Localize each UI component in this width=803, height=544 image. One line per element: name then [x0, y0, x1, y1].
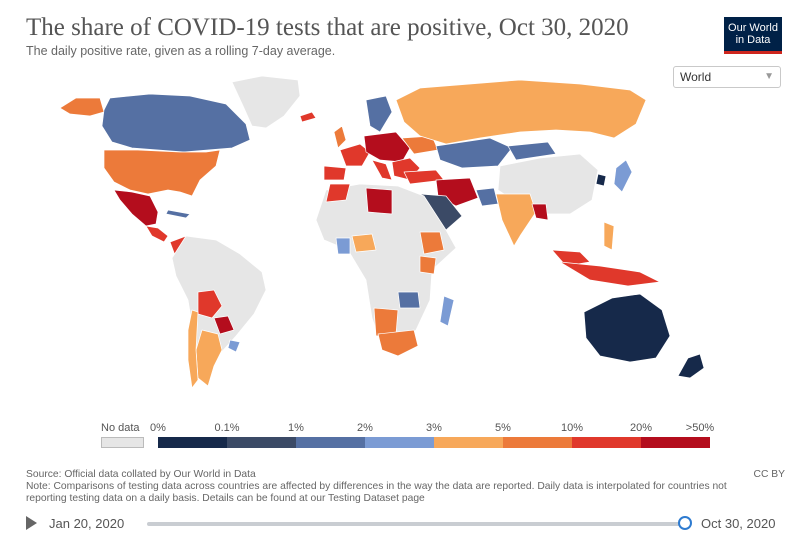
country-cuba[interactable]	[165, 209, 191, 219]
country-angola[interactable]	[373, 307, 399, 337]
country-chile[interactable]	[187, 309, 199, 389]
country-central-europe[interactable]	[363, 131, 411, 163]
country-paraguay[interactable]	[213, 315, 235, 335]
legend-no-data-label: No data	[101, 422, 140, 434]
legend-tick-label: 20%	[629, 422, 653, 434]
legend-swatch	[641, 437, 710, 448]
note-text: Note: Comparisons of testing data across…	[26, 481, 727, 504]
legend-tick-label: 0.1%	[214, 422, 240, 434]
legend-swatch	[365, 437, 434, 448]
legend-tick-label: 10%	[560, 422, 584, 434]
country-iceland[interactable]	[299, 111, 317, 123]
country-argentina[interactable]	[195, 329, 223, 387]
country-mexico[interactable]	[113, 189, 159, 227]
country-greenland[interactable]	[231, 75, 301, 129]
legend-swatch	[158, 437, 227, 448]
timeline-handle[interactable]	[678, 516, 692, 530]
country-mongolia[interactable]	[507, 141, 557, 161]
country-russia[interactable]	[395, 79, 647, 145]
license-text[interactable]: CC BY	[753, 469, 785, 480]
legend-tick-label: 1%	[288, 422, 304, 434]
legend-tick-label: 0%	[150, 422, 166, 434]
legend-tick-label: 2%	[357, 422, 373, 434]
country-ethiopia[interactable]	[419, 231, 445, 255]
country-zambia[interactable]	[397, 291, 421, 309]
legend-swatch	[296, 437, 365, 448]
country-alaska[interactable]	[59, 97, 105, 117]
country-malaysia[interactable]	[551, 249, 591, 267]
country-france[interactable]	[339, 143, 371, 167]
region-select[interactable]: World ▼	[673, 66, 781, 88]
timeline-track[interactable]	[147, 522, 685, 526]
owid-logo[interactable]: Our World in Data	[724, 17, 782, 54]
legend-tick-label: 3%	[426, 422, 442, 434]
country-united-states[interactable]	[103, 149, 221, 197]
country-central-america[interactable]	[145, 225, 169, 243]
timeline-end-date: Oct 30, 2020	[701, 516, 776, 531]
country-south-korea[interactable]	[595, 173, 607, 187]
country-myanmar[interactable]	[531, 203, 549, 221]
chevron-down-icon: ▼	[764, 71, 774, 82]
logo-line-1: Our World	[728, 22, 778, 34]
country-india[interactable]	[495, 193, 537, 247]
country-spain[interactable]	[323, 165, 347, 181]
source-text: Source: Official data collated by Our Wo…	[26, 469, 256, 480]
country-morocco[interactable]	[325, 183, 351, 203]
country-bolivia[interactable]	[197, 289, 223, 319]
legend-no-data-swatch	[101, 437, 144, 448]
chart-subtitle: The daily positive rate, given as a roll…	[26, 44, 336, 58]
legend-swatch	[503, 437, 572, 448]
country-ghana[interactable]	[335, 237, 351, 255]
legend-swatch	[572, 437, 641, 448]
legend-swatch	[227, 437, 296, 448]
country-nigeria[interactable]	[351, 233, 377, 253]
country-kenya[interactable]	[419, 255, 437, 275]
country-australia[interactable]	[583, 293, 671, 363]
chart-title: The share of COVID-19 tests that are pos…	[26, 14, 629, 41]
legend-swatch	[434, 437, 503, 448]
legend-tick-label: >50%	[685, 422, 715, 434]
country-indonesia[interactable]	[559, 261, 661, 287]
country-madagascar[interactable]	[439, 295, 455, 327]
country-south-africa[interactable]	[377, 329, 419, 357]
legend-color-scale	[158, 437, 710, 448]
timeline-start-date: Jan 20, 2020	[49, 516, 125, 531]
country-new-zealand[interactable]	[677, 353, 705, 379]
country-scandinavia[interactable]	[365, 95, 393, 133]
country-japan[interactable]	[613, 159, 633, 193]
logo-line-2: in Data	[735, 34, 771, 46]
country-philippines[interactable]	[603, 221, 615, 251]
country-kazakhstan[interactable]	[435, 137, 513, 169]
country-italy[interactable]	[371, 159, 393, 181]
country-uruguay[interactable]	[227, 339, 241, 353]
play-icon[interactable]	[26, 516, 37, 530]
country-canada[interactable]	[101, 93, 251, 153]
country-pakistan[interactable]	[475, 187, 499, 207]
country-libya[interactable]	[365, 187, 393, 215]
region-select-value: World	[680, 70, 712, 84]
country-united-kingdom[interactable]	[333, 125, 347, 149]
legend-tick-label: 5%	[495, 422, 511, 434]
